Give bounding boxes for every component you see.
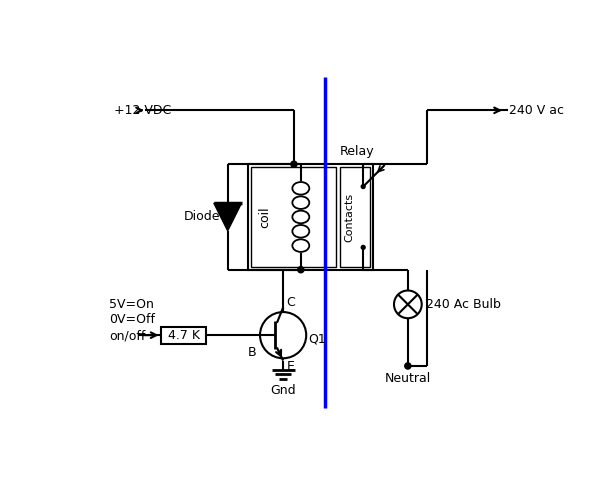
Circle shape [291,161,297,167]
Bar [161,327,206,343]
Text: Gnd: Gnd [270,384,296,397]
Text: on/off: on/off [109,329,146,342]
Polygon shape [214,203,241,231]
Text: coil: coil [258,206,271,228]
Text: Relay: Relay [340,145,374,158]
Bar [251,167,337,267]
Text: 5V=On
0V=Off: 5V=On 0V=Off [109,298,155,326]
Text: +12 VDC: +12 VDC [114,104,171,117]
Circle shape [361,185,365,188]
Text: C: C [286,296,295,309]
Text: 4.7 K: 4.7 K [168,329,200,342]
Bar [247,164,373,270]
Text: 240 Ac Bulb: 240 Ac Bulb [426,298,500,311]
Text: Contacts: Contacts [344,192,354,242]
Text: 240 V ac: 240 V ac [509,104,565,117]
Circle shape [361,245,365,249]
Text: Neutral: Neutral [385,372,431,385]
Text: Q1: Q1 [308,332,326,345]
Circle shape [405,363,411,369]
Circle shape [298,267,304,273]
Bar [340,167,370,267]
Text: Diode: Diode [184,211,220,224]
Text: B: B [248,346,256,359]
Text: E: E [287,360,295,373]
